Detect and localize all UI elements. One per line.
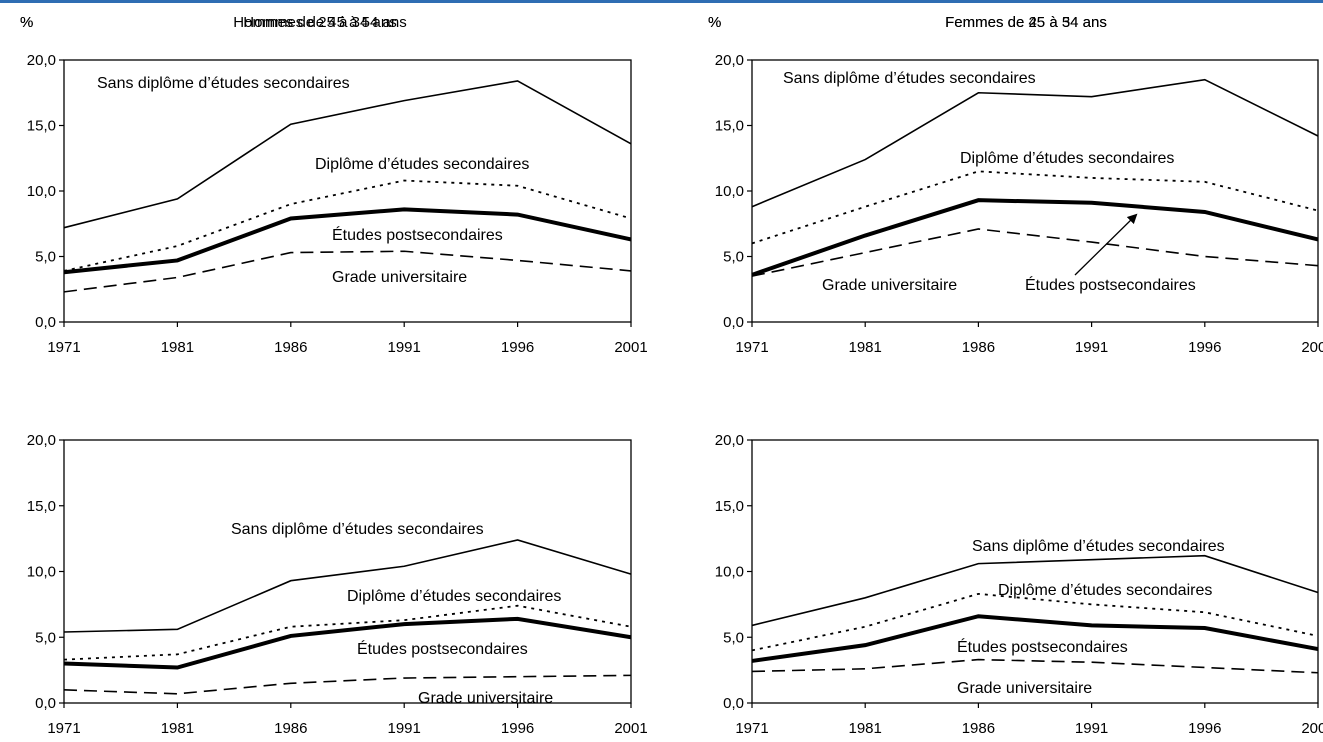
series-line-thin: [751, 554, 1319, 627]
y-axis-unit-label: %: [708, 14, 721, 31]
x-tick-label: 1996: [501, 720, 534, 737]
x-tick-label: 1971: [47, 720, 80, 737]
chart-panel-3: % Hommes de 45 à 54 ans 0,0 5,0 10,0 15,0 20,0…: [20, 14, 648, 737]
y-tick-label: 15,0: [715, 118, 744, 135]
y-tick-label: 5,0: [723, 629, 744, 646]
x-tick-label: 1971: [47, 339, 80, 356]
series-line-dotted: [751, 170, 1319, 245]
y-axis-unit-label: %: [20, 14, 33, 31]
chart-title: Hommes de 45 à 54 ans: [243, 14, 406, 31]
y-tick-label: 0,0: [35, 314, 56, 331]
series-label: Grade universitaire: [957, 680, 1092, 697]
y-tick-label: 20,0: [715, 52, 744, 69]
x-tick-label: 1981: [161, 339, 194, 356]
x-tick-label: 1986: [274, 339, 307, 356]
plot-frame: [751, 439, 1319, 704]
series-label: Diplôme d’études secondaires: [347, 588, 561, 605]
series-label: Grade universitaire: [418, 690, 553, 707]
series-line-dotted: [63, 179, 632, 272]
y-tick-label: 5,0: [35, 249, 56, 266]
y-tick-label: 20,0: [27, 432, 56, 449]
series-label: Sans diplôme d’études secondaires: [972, 538, 1225, 555]
y-tick-label: 10,0: [715, 564, 744, 581]
x-tick-label: 1991: [1075, 339, 1108, 356]
label-arrow: [1074, 213, 1138, 276]
x-tick-label: 2001: [1301, 339, 1323, 356]
y-tick-label: 0,0: [723, 314, 744, 331]
x-tick-label: 1981: [849, 720, 882, 737]
series-line-dashed: [751, 228, 1319, 277]
series-line-dotted: [63, 604, 632, 661]
y-tick-label: 10,0: [27, 183, 56, 200]
series-label: Études postsecondaires: [1025, 275, 1196, 294]
series-line-dashed: [63, 250, 632, 293]
x-tick-label: 1996: [1188, 720, 1221, 737]
chart-title: Hommes de 25 à 34 ans: [233, 14, 396, 31]
series-label: Études postsecondaires: [332, 225, 503, 244]
x-tick-label: 1986: [962, 339, 995, 356]
series-line-dotted: [751, 592, 1319, 652]
chart-panel-4: % Femmes de 45 à 54 ans 0,0 5,0 10,0 15,0 20,0…: [708, 14, 1323, 737]
chart-title: Femmes de 45 à 54 ans: [945, 14, 1107, 31]
chart-panel-2: % Femmes de 25 à 34 ans 0,0 5,0 10,0 15,0 20,0…: [708, 14, 1323, 356]
chart-panel-1: % Hommes de 25 à 34 ans 0,0 5,0 10,0 15,0 20,0…: [20, 14, 648, 356]
y-tick-label: 5,0: [35, 629, 56, 646]
x-tick-label: 1981: [849, 339, 882, 356]
series-line-thin: [63, 539, 632, 633]
x-tick-label: 2001: [614, 720, 647, 737]
x-tick-label: 1996: [1188, 339, 1221, 356]
series-label: Grade universitaire: [822, 277, 957, 294]
series-label: Diplôme d’études secondaires: [315, 156, 529, 173]
x-tick-label: 1996: [501, 339, 534, 356]
x-tick-label: 1991: [388, 339, 421, 356]
series-line-thin: [751, 78, 1319, 208]
series-label: Sans diplôme d’études secondaires: [231, 521, 484, 538]
series-line-thick: [63, 616, 632, 670]
x-tick-label: 1986: [962, 720, 995, 737]
series-line-thick: [751, 614, 1319, 663]
series-label: Diplôme d’études secondaires: [960, 150, 1174, 167]
series-label: Sans diplôme d’études secondaires: [783, 70, 1036, 87]
y-tick-label: 20,0: [27, 52, 56, 69]
x-tick-label: 1981: [161, 720, 194, 737]
series-line-dashed: [63, 674, 632, 695]
y-tick-label: 20,0: [715, 432, 744, 449]
series-line-dashed: [751, 658, 1319, 674]
series-label: Études postsecondaires: [957, 637, 1128, 656]
y-axis-unit-label: %: [708, 14, 721, 31]
x-tick-label: 2001: [1301, 720, 1323, 737]
series-label: Grade universitaire: [332, 269, 467, 286]
series-label: Études postsecondaires: [357, 639, 528, 658]
x-tick-label: 1991: [388, 720, 421, 737]
series-line-thin: [63, 80, 632, 229]
y-tick-label: 15,0: [27, 498, 56, 515]
y-tick-label: 10,0: [715, 183, 744, 200]
y-tick-label: 0,0: [35, 695, 56, 712]
y-tick-label: 15,0: [715, 498, 744, 515]
series-label: Sans diplôme d’études secondaires: [97, 75, 350, 92]
y-tick-label: 10,0: [27, 564, 56, 581]
series-line-thick: [751, 198, 1319, 277]
y-tick-label: 5,0: [723, 249, 744, 266]
x-tick-label: 2001: [614, 339, 647, 356]
x-tick-label: 1971: [735, 339, 768, 356]
series-label: Diplôme d’études secondaires: [998, 582, 1212, 599]
x-tick-label: 1971: [735, 720, 768, 737]
x-tick-label: 1991: [1075, 720, 1108, 737]
y-tick-label: 15,0: [27, 118, 56, 135]
series-line-thick: [63, 207, 632, 275]
y-tick-label: 0,0: [723, 695, 744, 712]
plot-frame: [63, 439, 632, 704]
y-axis-unit-label: %: [20, 14, 33, 31]
x-tick-label: 1986: [274, 720, 307, 737]
chart-title: Femmes de 25 à 34 ans: [945, 14, 1107, 31]
top-rule: [0, 0, 1323, 3]
